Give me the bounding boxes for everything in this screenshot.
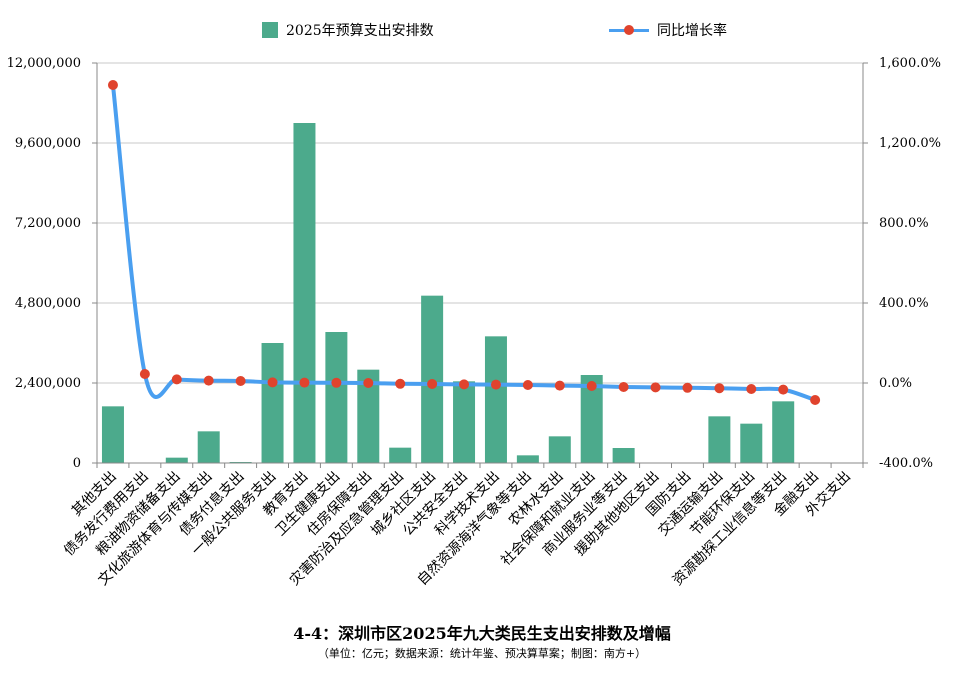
bar: [389, 447, 412, 463]
growth-line-series: [107, 80, 821, 405]
bar: [197, 431, 220, 463]
tick-labels: 0 -400.0% 2,400,000 0.0% 4,800,000 400.0% 7,20…: [7, 56, 941, 589]
y-right-tick-label: -400.0%: [879, 456, 933, 471]
y-left-tick-label: 4,800,000: [15, 296, 81, 311]
axes: [92, 62, 868, 468]
growth-point: [554, 380, 565, 391]
growth-point: [682, 382, 693, 393]
legend-line-label: 同比增长率: [657, 23, 727, 39]
growth-point: [299, 377, 310, 388]
y-left-tick-label: 2,400,000: [15, 376, 81, 391]
bar: [580, 375, 603, 463]
growth-point: [586, 381, 597, 391]
y-right-tick-label: 1,200.0%: [879, 136, 941, 151]
growth-point: [810, 395, 821, 405]
bar: [612, 448, 635, 463]
bar: [548, 436, 571, 463]
y-left-tick-label: 0: [73, 456, 81, 471]
y-left-tick-label: 9,600,000: [15, 136, 81, 151]
bar: [101, 406, 124, 463]
growth-line: [110, 84, 816, 402]
bar: [453, 381, 476, 463]
y-right-tick-label: 400.0%: [879, 296, 929, 311]
y-right-tick-label: 800.0%: [879, 216, 929, 231]
growth-point: [522, 380, 533, 390]
bar: [516, 455, 539, 463]
growth-point: [746, 384, 757, 394]
bar: [165, 457, 188, 463]
bar: [708, 416, 731, 463]
legend-bar: 2025年预算支出安排数: [262, 20, 434, 40]
growth-point: [267, 377, 278, 388]
bar: [772, 401, 795, 463]
growth-point: [427, 379, 438, 389]
growth-point: [395, 378, 406, 389]
growth-point: [490, 379, 501, 390]
growth-point: [203, 375, 214, 386]
y-right-tick-label: 0.0%: [879, 376, 912, 391]
legend-line-swatch: [609, 22, 649, 38]
bar: [293, 123, 316, 463]
legend-bar-label: 2025年预算支出安排数: [286, 23, 434, 39]
grid-lines: [97, 62, 863, 384]
growth-point: [235, 376, 246, 386]
growth-point: [363, 378, 374, 388]
growth-point: [331, 377, 342, 388]
chart-title: 4-4：深圳市区2025年九大类民生支出安排数及增幅: [293, 624, 671, 643]
growth-point: [107, 80, 118, 90]
y-left-tick-label: 7,200,000: [15, 216, 81, 231]
bar: [261, 343, 284, 463]
bar: [325, 332, 348, 463]
chart-subtitle: （单位：亿元；数据来源：统计年鉴、预决算草案；制图：南方+）: [317, 647, 647, 660]
growth-point: [618, 382, 629, 392]
legend-bar-swatch: [262, 22, 278, 38]
growth-point: [459, 379, 470, 390]
growth-point: [171, 374, 182, 385]
growth-point: [139, 369, 150, 379]
bar-series: [101, 123, 795, 463]
bar: [357, 369, 380, 463]
growth-point: [650, 382, 661, 393]
bar: [740, 423, 763, 463]
y-left-tick-label: 12,000,000: [7, 56, 81, 71]
growth-point: [714, 383, 725, 394]
growth-point: [778, 384, 789, 395]
y-right-tick-label: 1,600.0%: [879, 56, 941, 71]
bar: [484, 336, 507, 463]
legend-line: 同比增长率: [609, 20, 727, 40]
